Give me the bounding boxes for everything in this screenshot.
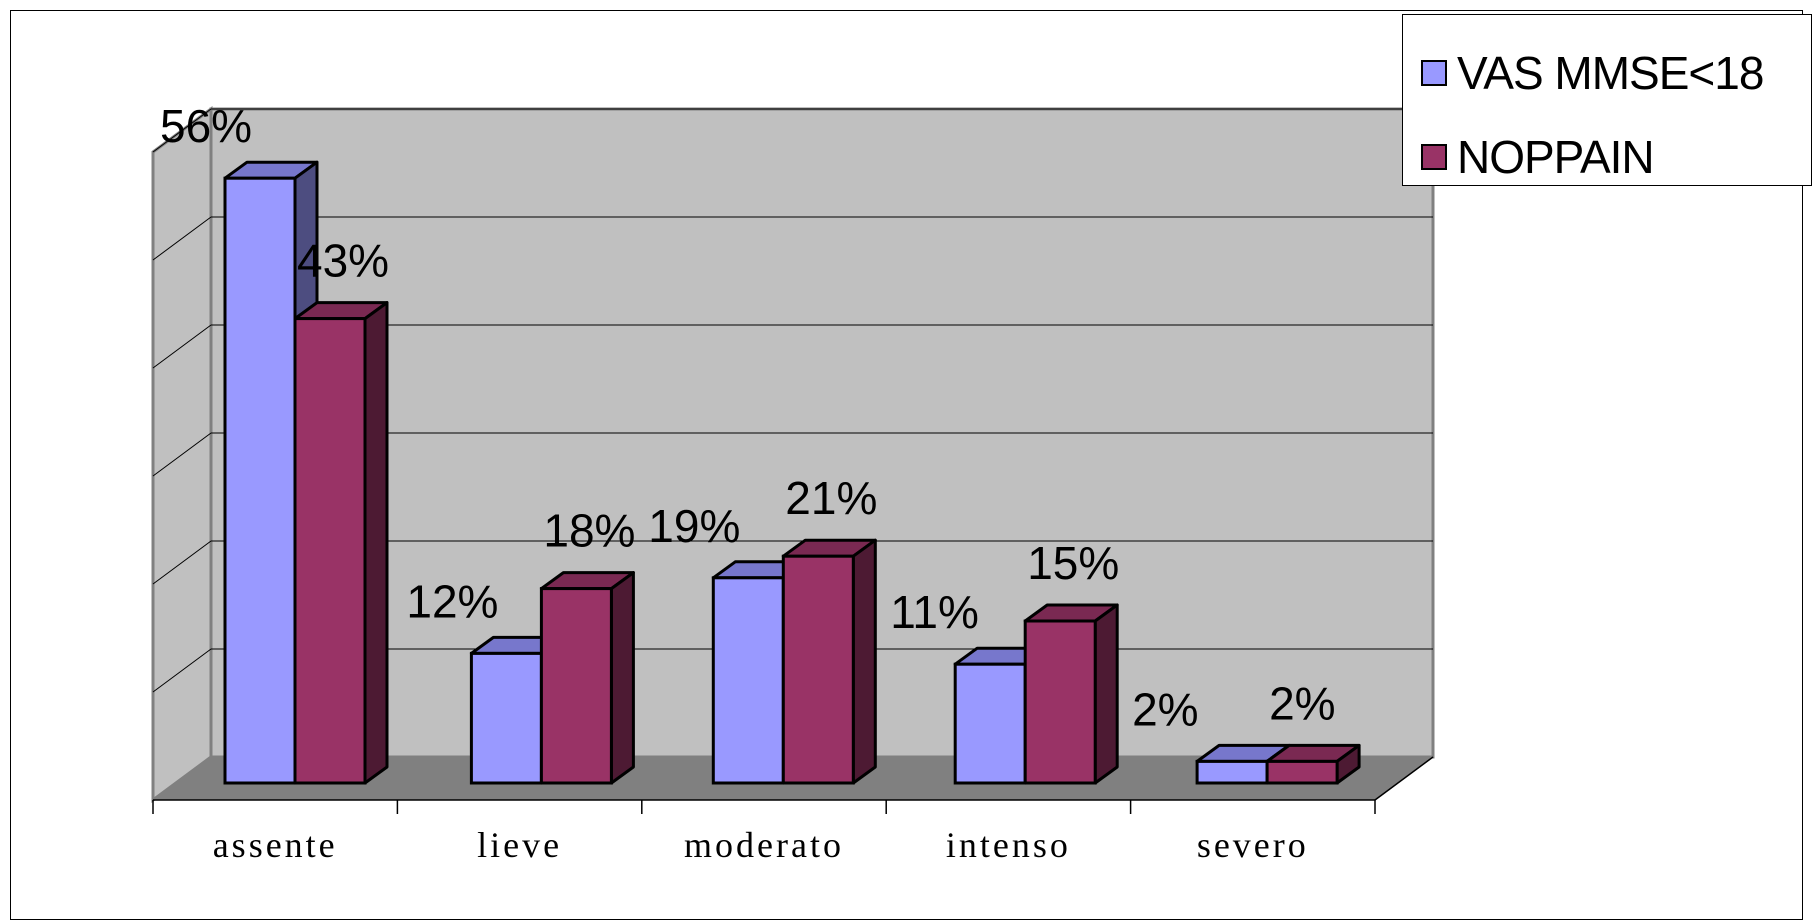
data-label: 19%: [648, 500, 740, 552]
legend-label-series-1: VAS MMSE<18: [1457, 47, 1764, 99]
gridline-side: [152, 432, 212, 477]
bar: [1265, 759, 1339, 785]
bar-side: [851, 538, 877, 785]
data-label: 15%: [1027, 537, 1119, 589]
bar-side: [1093, 603, 1119, 785]
bar: [293, 317, 367, 785]
gridline-side: [152, 108, 212, 153]
bar: [1195, 759, 1269, 785]
data-label: 11%: [890, 586, 979, 638]
gridline-side: [152, 648, 212, 693]
x-axis-depth: [1374, 756, 1434, 801]
bar: [1023, 619, 1097, 785]
data-label: 43%: [297, 235, 389, 287]
bar-side: [609, 571, 635, 785]
x-tick-label: severo: [1197, 825, 1309, 865]
x-tick-label: lieve: [477, 825, 562, 865]
x-tick-label: moderato: [684, 825, 844, 865]
data-label: 2%: [1269, 677, 1335, 729]
gridline-side: [152, 216, 212, 261]
x-tick-label: assente: [213, 825, 338, 865]
bar: [711, 576, 785, 785]
legend: VAS MMSE<18 NOPPAIN: [1402, 14, 1812, 186]
bar: [223, 176, 297, 785]
bar: [781, 554, 855, 785]
data-label: 21%: [785, 472, 877, 524]
bar: [469, 651, 543, 785]
legend-label-series-2: NOPPAIN: [1457, 131, 1655, 183]
data-label: 56%: [160, 100, 252, 152]
x-tick-label: intenso: [946, 825, 1071, 865]
bar: [953, 662, 1027, 785]
data-label: 12%: [406, 575, 498, 627]
data-label: 2%: [1132, 683, 1198, 735]
bar-side: [363, 301, 389, 785]
legend-item-series-1: VAS MMSE<18: [1421, 43, 1764, 103]
legend-item-series-2: NOPPAIN: [1421, 127, 1655, 187]
legend-swatch-series-1: [1421, 60, 1447, 86]
data-label: 18%: [543, 505, 635, 557]
bar: [539, 587, 613, 785]
legend-swatch-series-2: [1421, 144, 1447, 170]
gridline-side: [152, 324, 212, 369]
gridline-side: [152, 540, 212, 585]
